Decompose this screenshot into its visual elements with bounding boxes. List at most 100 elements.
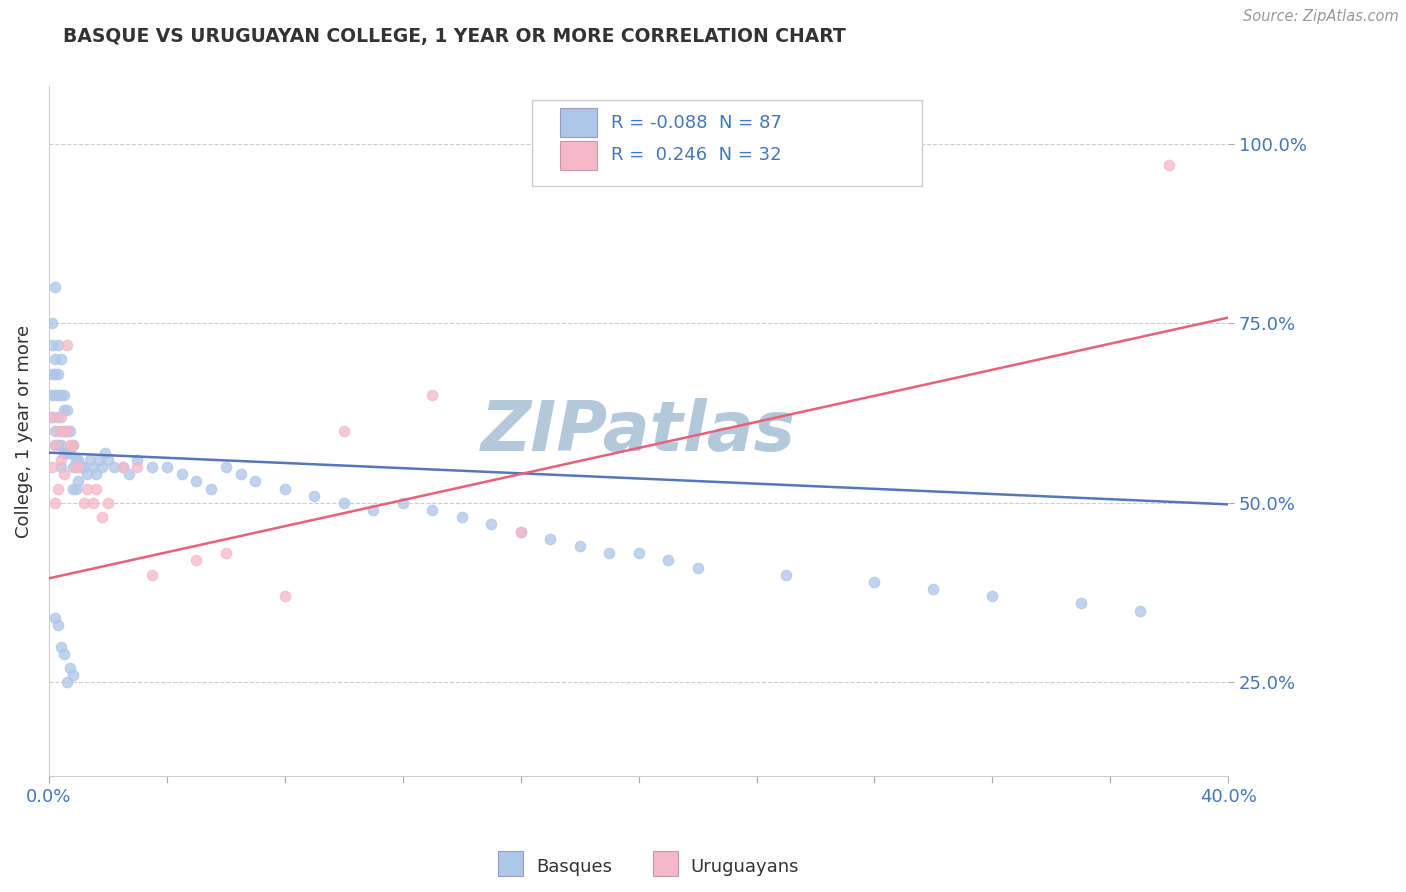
Point (62, 668, 84, 682)
Point (117, 467, 139, 482)
Point (62, 482, 84, 496)
Point (62, 438, 84, 452)
Point (46, 367, 69, 381)
Point (627, 546, 650, 560)
Point (67, 475, 90, 489)
Point (333, 424, 356, 438)
Point (49, 460, 72, 475)
Point (46, 388, 69, 402)
Point (70, 460, 93, 475)
Point (82, 460, 104, 475)
Point (46, 438, 69, 452)
Point (84, 467, 107, 482)
Point (156, 460, 179, 475)
Point (1159, 158, 1181, 172)
Point (59, 661, 82, 675)
Point (55, 338, 77, 352)
Point (59, 424, 82, 438)
Point (52, 424, 75, 438)
Point (46, 424, 69, 438)
Point (44, 438, 66, 452)
Point (215, 460, 238, 475)
Point (52, 467, 75, 482)
Point (141, 567, 163, 582)
FancyBboxPatch shape (560, 109, 598, 137)
Text: R = -0.088  N = 87: R = -0.088 N = 87 (612, 114, 782, 132)
Point (141, 460, 163, 475)
Point (391, 496, 413, 510)
Point (479, 517, 502, 532)
Point (67, 452, 90, 467)
Point (41, 317, 63, 331)
Point (215, 546, 238, 560)
Point (41, 460, 63, 475)
Point (1070, 597, 1092, 611)
Point (538, 532, 561, 546)
Point (44, 438, 66, 452)
Point (200, 482, 222, 496)
Text: R =  0.246  N = 32: R = 0.246 N = 32 (612, 146, 782, 164)
Y-axis label: College, 1 year or more: College, 1 year or more (15, 325, 32, 538)
Point (65, 482, 87, 496)
Point (245, 475, 267, 489)
Point (49, 424, 72, 438)
Point (170, 467, 193, 482)
Point (73, 460, 96, 475)
Point (361, 503, 384, 517)
Point (82, 496, 104, 510)
Text: Basques: Basques (536, 858, 612, 876)
Point (103, 460, 125, 475)
Point (41, 338, 63, 352)
Point (46, 338, 69, 352)
Point (127, 460, 149, 475)
Text: Uruguayans: Uruguayans (690, 858, 799, 876)
Point (46, 618, 69, 632)
Point (49, 409, 72, 424)
Point (46, 409, 69, 424)
Point (186, 553, 208, 567)
Point (41, 367, 63, 381)
Point (450, 510, 472, 524)
Point (76, 482, 98, 496)
Point (509, 524, 531, 539)
Point (186, 475, 208, 489)
Point (44, 611, 66, 625)
Point (44, 367, 66, 381)
Point (44, 388, 66, 402)
Point (274, 482, 297, 496)
Point (304, 489, 326, 503)
Point (41, 388, 63, 402)
Point (274, 589, 297, 603)
Point (509, 524, 531, 539)
Point (49, 452, 72, 467)
Text: Source: ZipAtlas.com: Source: ZipAtlas.com (1243, 9, 1399, 24)
Point (111, 460, 134, 475)
Point (62, 460, 84, 475)
Point (52, 424, 75, 438)
Point (65, 460, 87, 475)
Point (229, 467, 252, 482)
Point (863, 574, 886, 589)
Point (79, 452, 101, 467)
Point (55, 402, 77, 417)
Point (73, 496, 96, 510)
Point (1129, 604, 1152, 618)
Point (775, 567, 797, 582)
Point (52, 402, 75, 417)
Point (62, 438, 84, 452)
Point (84, 482, 107, 496)
FancyBboxPatch shape (533, 100, 921, 186)
Text: ZIPatlas: ZIPatlas (481, 398, 796, 465)
Point (59, 438, 82, 452)
Point (97, 496, 120, 510)
Point (44, 424, 66, 438)
Point (49, 438, 72, 452)
Point (333, 496, 356, 510)
Point (94, 445, 117, 459)
Point (127, 452, 149, 467)
Point (91, 510, 114, 524)
Point (55, 675, 77, 690)
Point (41, 409, 63, 424)
Point (55, 445, 77, 459)
Point (59, 445, 82, 459)
